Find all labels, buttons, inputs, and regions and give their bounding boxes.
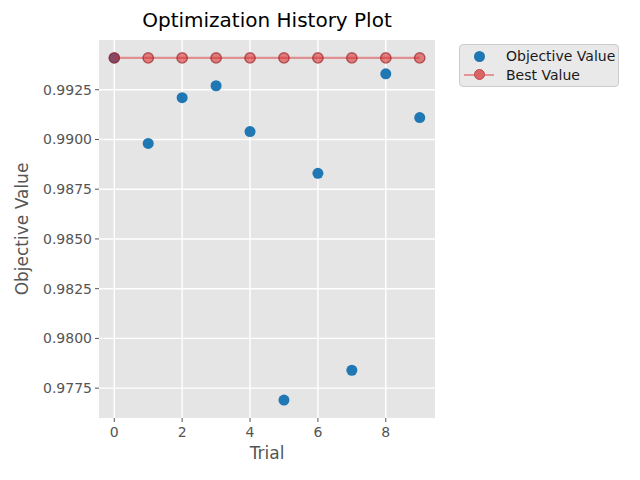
best-value-marker bbox=[313, 53, 323, 63]
objective-value-marker-icon bbox=[474, 51, 485, 62]
objective-point bbox=[177, 92, 188, 103]
objective-point bbox=[380, 68, 391, 79]
legend-label-objective-value: Objective Value bbox=[506, 48, 615, 64]
legend-label-best-value: Best Value bbox=[506, 67, 580, 83]
best-value-marker bbox=[109, 53, 119, 63]
chart-title: Optimization History Plot bbox=[142, 8, 392, 32]
y-tick-label: 0.9775 bbox=[43, 379, 92, 397]
legend: Objective Value Best Value bbox=[459, 44, 619, 87]
y-tick-label: 0.9875 bbox=[43, 180, 92, 198]
objective-point bbox=[278, 395, 289, 406]
best-value-marker bbox=[211, 53, 221, 63]
y-tick-label: 0.9925 bbox=[43, 81, 92, 99]
objective-point bbox=[143, 138, 154, 149]
objective-point bbox=[312, 168, 323, 179]
x-axis-label: Trial bbox=[250, 443, 285, 463]
y-tick-label: 0.9825 bbox=[43, 280, 92, 298]
y-axis-label: Objective Value bbox=[12, 163, 32, 296]
x-tick-label: 4 bbox=[230, 423, 270, 441]
objective-point bbox=[414, 112, 425, 123]
best-value-marker bbox=[279, 53, 289, 63]
best-value-marker bbox=[347, 53, 357, 63]
best-value-marker bbox=[245, 53, 255, 63]
objective-point bbox=[211, 80, 222, 91]
y-tick-label: 0.9850 bbox=[43, 230, 92, 248]
best-value-marker bbox=[143, 53, 153, 63]
objective-point bbox=[346, 365, 357, 376]
y-tick-label: 0.9900 bbox=[43, 130, 92, 148]
x-tick-label: 6 bbox=[298, 423, 338, 441]
legend-item-best-value: Best Value bbox=[464, 66, 614, 84]
best-value-marker bbox=[415, 53, 425, 63]
legend-item-objective-value: Objective Value bbox=[464, 47, 614, 65]
best-value-marker bbox=[177, 53, 187, 63]
x-tick-label: 0 bbox=[94, 423, 134, 441]
x-tick-label: 8 bbox=[366, 423, 406, 441]
y-tick-label: 0.9800 bbox=[43, 329, 92, 347]
plot-area bbox=[99, 40, 435, 418]
objective-point bbox=[245, 126, 256, 137]
best-value-marker-icon bbox=[464, 69, 494, 80]
best-value-marker bbox=[381, 53, 391, 63]
x-tick-label: 2 bbox=[162, 423, 202, 441]
optimization-history-figure: Optimization History Plot Objective Valu… bbox=[0, 0, 640, 480]
